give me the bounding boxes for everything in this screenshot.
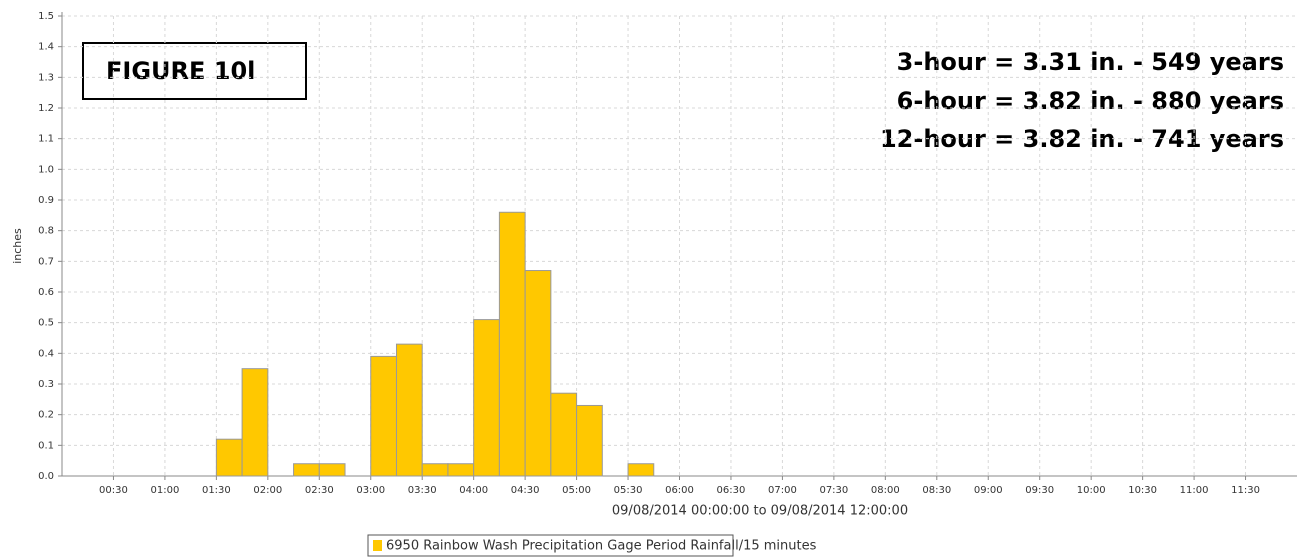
legend-label: 6950 Rainbow Wash Precipitation Gage Per…	[386, 539, 817, 554]
y-tick-label: 0.8	[38, 226, 54, 237]
x-tick-label: 06:00	[665, 485, 694, 496]
x-tick-label: 07:30	[819, 485, 848, 496]
bar	[627, 463, 655, 477]
x-tick-label: 03:00	[356, 485, 385, 496]
bar	[395, 343, 423, 477]
x-tick-label: 01:00	[151, 485, 180, 496]
bar	[498, 211, 526, 477]
y-tick-label: 1.4	[38, 42, 54, 53]
annotation: 3-hour = 3.31 in. - 549 years	[897, 48, 1284, 76]
bar	[215, 438, 243, 477]
x-tick-label: 11:30	[1231, 485, 1260, 496]
x-tick-label: 04:00	[459, 485, 488, 496]
bar	[524, 270, 552, 477]
figure-label: FIGURE 10l	[106, 57, 255, 85]
bar	[447, 463, 475, 477]
y-tick-label: 1.5	[38, 11, 54, 22]
x-tick-label: 09:00	[974, 485, 1003, 496]
annotation: 6-hour = 3.82 in. - 880 years	[897, 87, 1284, 115]
x-tick-label: 08:00	[871, 485, 900, 496]
y-tick-label: 0.3	[38, 379, 54, 390]
legend-swatch	[373, 540, 382, 551]
bar	[473, 319, 500, 477]
y-tick-label: 1.0	[38, 164, 54, 175]
x-tick-label: 07:00	[768, 485, 797, 496]
figure-box	[82, 42, 307, 100]
legend-box	[367, 534, 734, 557]
x-tick-label: 00:30	[99, 485, 128, 496]
x-tick-label: 02:30	[305, 485, 334, 496]
x-tick-label: 05:00	[562, 485, 591, 496]
x-tick-label: 03:30	[408, 485, 437, 496]
bar	[293, 463, 320, 477]
bar	[370, 355, 397, 477]
x-axis-label: 09/08/2014 00:00:00 to 09/08/2014 12:00:…	[612, 504, 908, 519]
x-tick-label: 08:30	[922, 485, 951, 496]
y-tick-label: 0.6	[38, 287, 54, 298]
x-tick-label: 02:00	[253, 485, 282, 496]
x-tick-label: 01:30	[202, 485, 231, 496]
x-tick-label: 10:30	[1128, 485, 1157, 496]
x-tick-label: 05:30	[614, 485, 643, 496]
y-tick-label: 0.0	[38, 471, 54, 482]
y-axis-label: inches	[11, 228, 24, 264]
x-tick-label: 09:30	[1025, 485, 1054, 496]
y-tick-label: 0.9	[38, 195, 54, 206]
x-tick-label: 10:00	[1077, 485, 1106, 496]
bar	[241, 368, 269, 477]
y-tick-label: 1.3	[38, 72, 54, 83]
y-tick-label: 0.7	[38, 256, 54, 267]
y-tick-label: 1.1	[38, 134, 54, 145]
x-tick-label: 04:30	[511, 485, 540, 496]
y-tick-label: 0.5	[38, 318, 54, 329]
x-tick-label: 06:30	[717, 485, 746, 496]
bar	[576, 404, 603, 477]
bar	[318, 463, 346, 477]
y-tick-label: 0.1	[38, 440, 54, 451]
bar	[550, 392, 578, 477]
y-tick-label: 0.2	[38, 410, 54, 421]
bar	[421, 463, 449, 477]
x-tick-label: 11:00	[1180, 485, 1209, 496]
y-tick-label: 1.2	[38, 103, 54, 114]
y-tick-label: 0.4	[38, 348, 54, 359]
